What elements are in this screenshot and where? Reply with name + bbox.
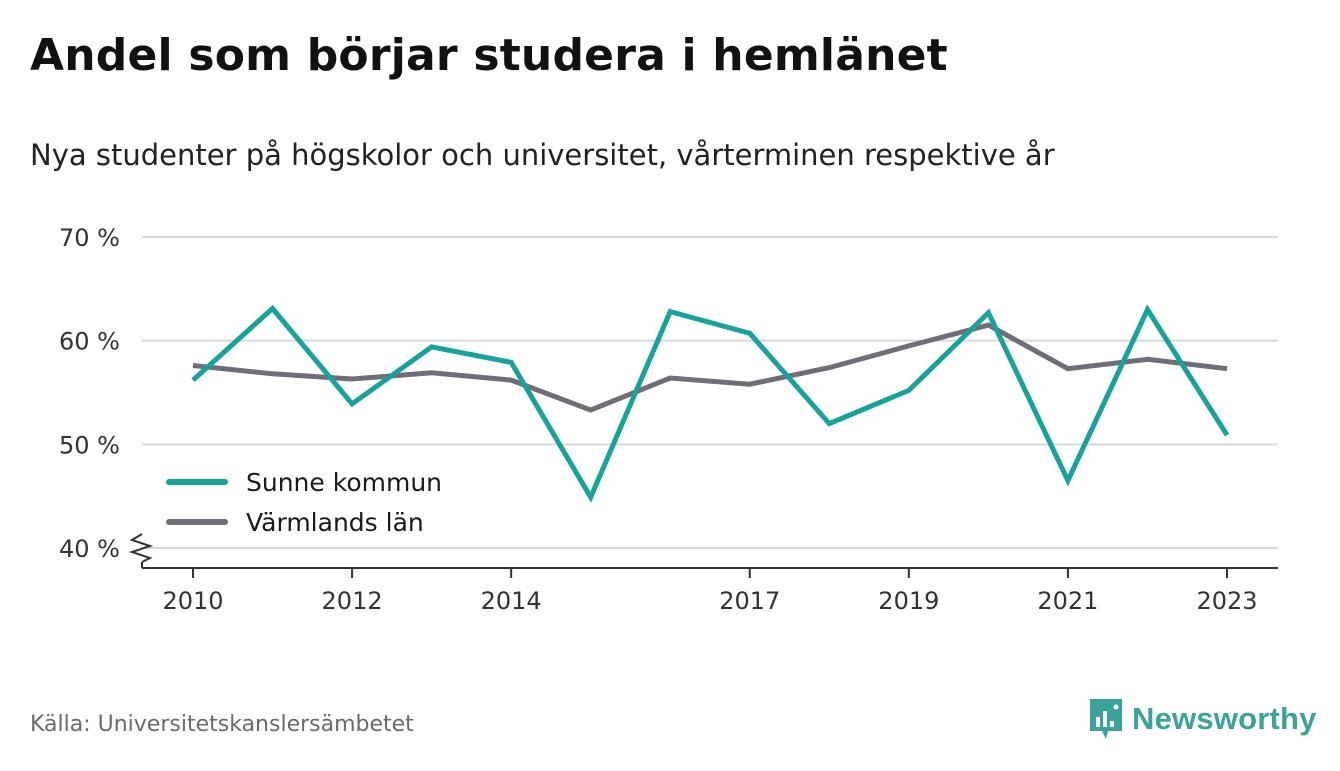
legend-label-sunne: Sunne kommun bbox=[246, 467, 443, 497]
series-line-varmland bbox=[192, 322, 1228, 413]
chart-title: Andel som börjar studera i hemlänet bbox=[30, 30, 948, 81]
y-tick-label: 70 % bbox=[59, 224, 120, 252]
y-tick-label: 40 % bbox=[59, 535, 120, 563]
series-lines bbox=[191, 304, 1230, 503]
legend-label-varmland: Värmlands län bbox=[246, 507, 424, 537]
grid-lines bbox=[142, 236, 1278, 549]
brand-name: Newsworthy bbox=[1132, 701, 1317, 736]
legend-item-varmland: Värmlands län bbox=[166, 502, 442, 542]
y-axis-break-icon bbox=[128, 533, 154, 563]
legend-swatch-sunne bbox=[166, 479, 228, 485]
legend-swatch-varmland bbox=[166, 519, 228, 525]
x-tick-label: 2021 bbox=[1037, 587, 1098, 615]
x-tick-label: 2019 bbox=[878, 587, 939, 615]
source-note: Källa: Universitetskanslersämbetet bbox=[30, 712, 414, 737]
axes: 40 % 50 % 60 % 70 % 2010 2012 2014 2017 2019 2021… bbox=[59, 224, 1278, 615]
newsworthy-logo-icon bbox=[1090, 699, 1122, 739]
series-line-sunne bbox=[191, 304, 1230, 503]
legend: Sunne kommun Värmlands län bbox=[166, 462, 442, 542]
x-tick-label: 2014 bbox=[481, 587, 542, 615]
x-tick-label: 2023 bbox=[1196, 587, 1257, 615]
x-tick-label: 2010 bbox=[162, 587, 223, 615]
brand: Newsworthy bbox=[1088, 697, 1317, 741]
chart-subtitle: Nya studenter på högskolor och universit… bbox=[30, 138, 1055, 172]
x-tick-label: 2017 bbox=[719, 587, 780, 615]
y-tick-label: 60 % bbox=[59, 328, 120, 356]
y-tick-label: 50 % bbox=[59, 431, 120, 459]
legend-item-sunne: Sunne kommun bbox=[166, 462, 442, 502]
x-tick-label: 2012 bbox=[322, 587, 383, 615]
